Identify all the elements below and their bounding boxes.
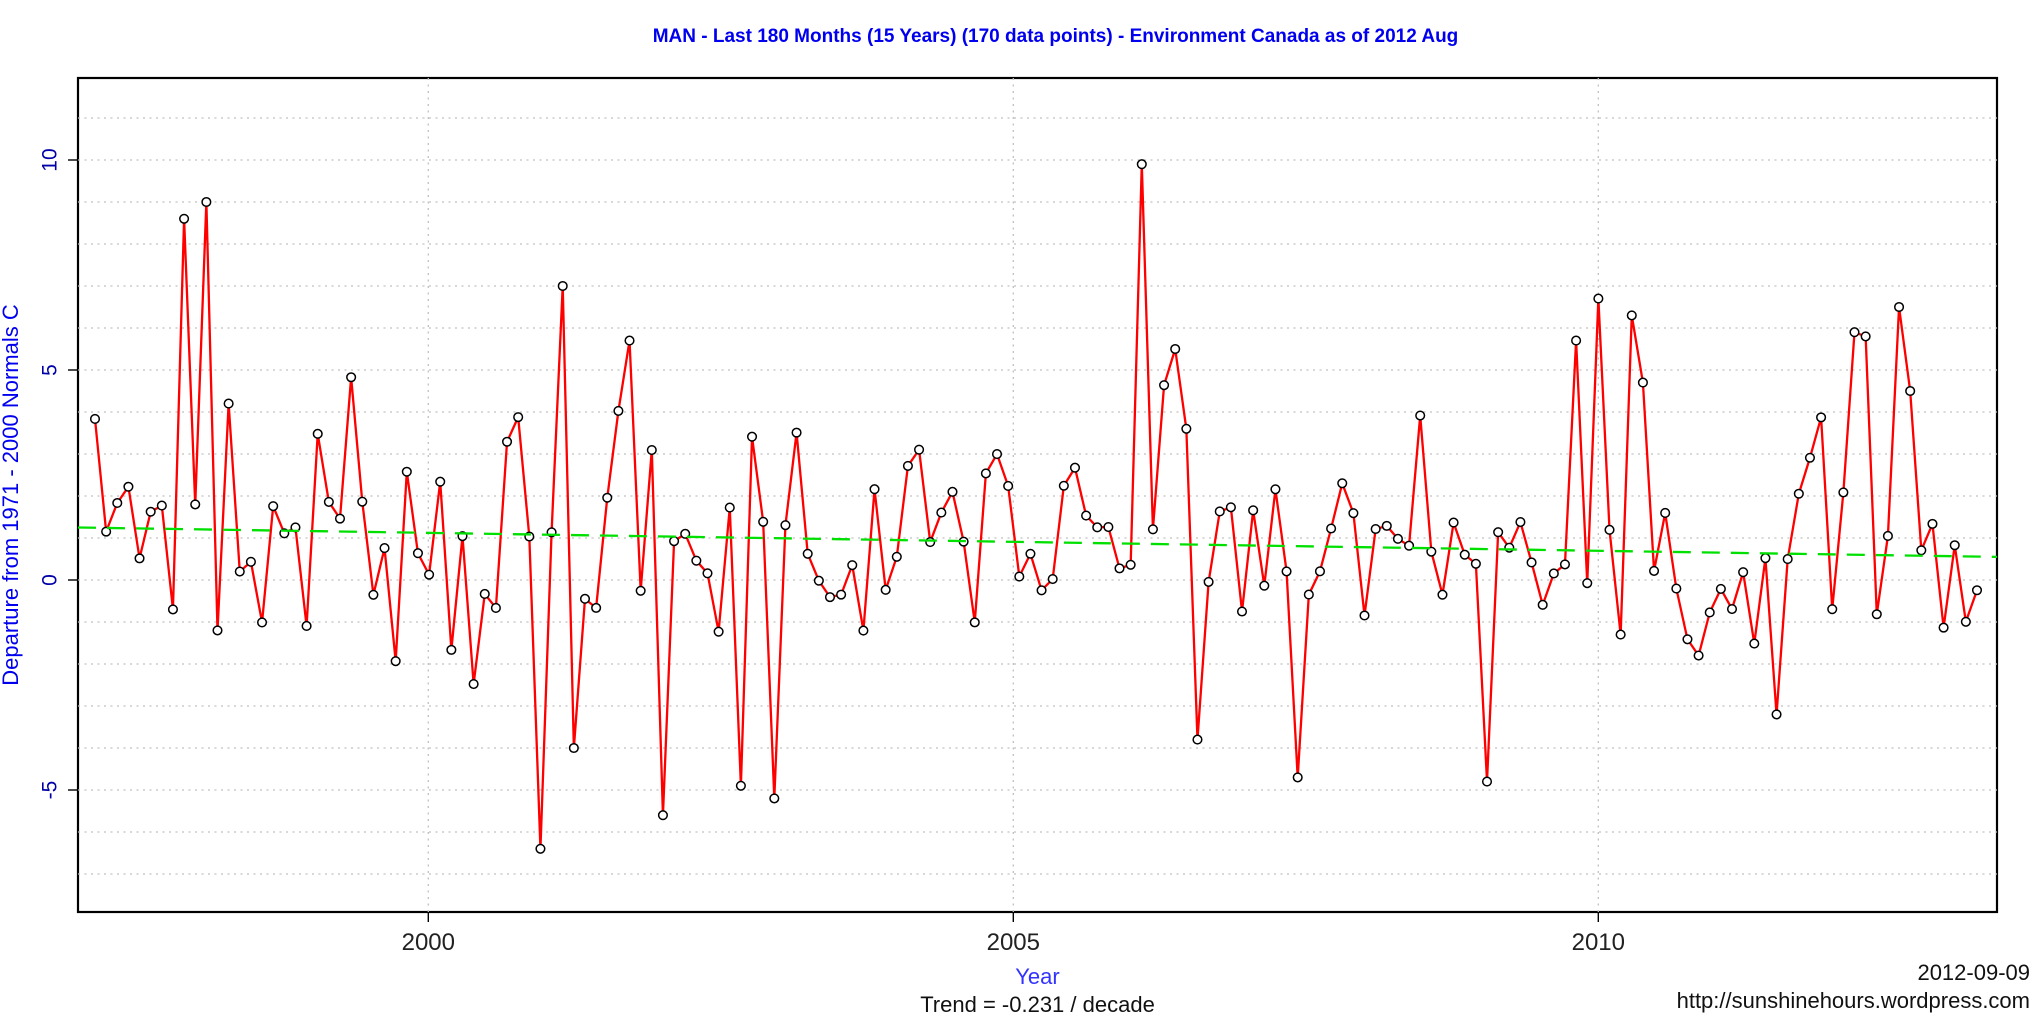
svg-text:http://sunshinehours.wordpress: http://sunshinehours.wordpress.com [1677,988,2030,1013]
svg-text:2010: 2010 [1572,929,1625,956]
svg-text:0: 0 [39,574,62,586]
svg-text:-5: -5 [39,781,62,800]
svg-text:MAN - Last 180 Months (15 Year: MAN - Last 180 Months (15 Years) (170 da… [653,26,1459,47]
svg-text:5: 5 [39,364,62,376]
svg-text:Departure from 1971 - 2000 Nor: Departure from 1971 - 2000 Normals C [0,304,23,686]
svg-text:2000: 2000 [402,929,455,956]
svg-text:10: 10 [39,148,62,171]
svg-text:Trend = -0.231 / decade: Trend = -0.231 / decade [920,992,1155,1017]
svg-text:2005: 2005 [987,929,1040,956]
svg-text:2012-09-09: 2012-09-09 [1917,960,2030,985]
svg-text:Year: Year [1015,964,1059,989]
